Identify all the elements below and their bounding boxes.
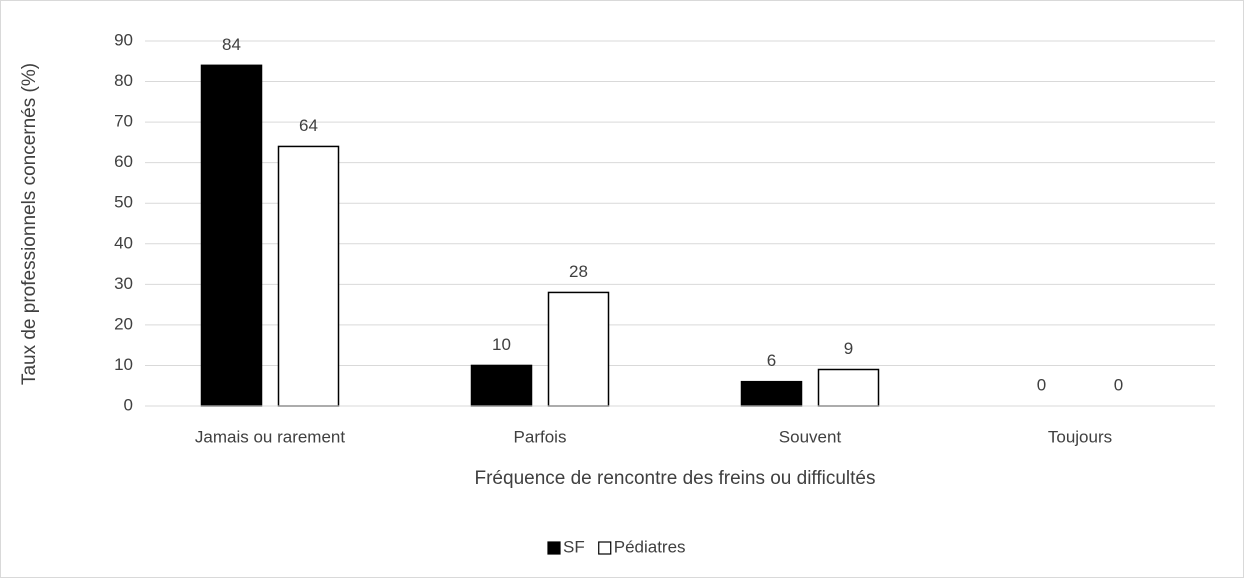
- y-tick-label: 40: [114, 233, 133, 252]
- bar: [817, 368, 880, 407]
- x-tick-label: Parfois: [514, 427, 567, 446]
- legend-label: Pédiatres: [614, 537, 686, 556]
- y-tick-label: 80: [114, 71, 133, 90]
- data-label: 10: [492, 335, 511, 354]
- bar: [547, 291, 610, 407]
- y-tick-label: 0: [124, 395, 133, 414]
- x-axis-title: Fréquence de rencontre des freins ou dif…: [475, 468, 876, 489]
- data-label: 0: [1114, 375, 1123, 394]
- legend-label: SF: [563, 537, 585, 556]
- x-tick-label: Toujours: [1048, 427, 1112, 446]
- y-tick-label: 60: [114, 152, 133, 171]
- data-label: 28: [569, 262, 588, 281]
- legend-swatch: [598, 541, 612, 555]
- data-label: 6: [767, 351, 776, 370]
- data-label: 64: [299, 116, 318, 135]
- y-tick-label: 70: [114, 112, 133, 131]
- bar: [200, 64, 263, 407]
- bar: [470, 364, 533, 407]
- y-tick-label: 50: [114, 193, 133, 212]
- data-label: 0: [1037, 375, 1046, 394]
- data-label: 84: [222, 35, 241, 54]
- y-tick-label: 30: [114, 274, 133, 293]
- y-tick-label: 20: [114, 314, 133, 333]
- x-tick-label: Souvent: [779, 427, 842, 446]
- y-tick-label: 10: [114, 355, 133, 374]
- y-axis-title: Taux de professionnels concernés (%): [19, 63, 40, 385]
- data-label: 9: [844, 339, 853, 358]
- bar: [277, 145, 340, 407]
- legend-swatch: [547, 541, 561, 555]
- x-tick-label: Jamais ou rarement: [195, 427, 346, 446]
- bar: [740, 380, 803, 407]
- y-tick-label: 90: [114, 30, 133, 49]
